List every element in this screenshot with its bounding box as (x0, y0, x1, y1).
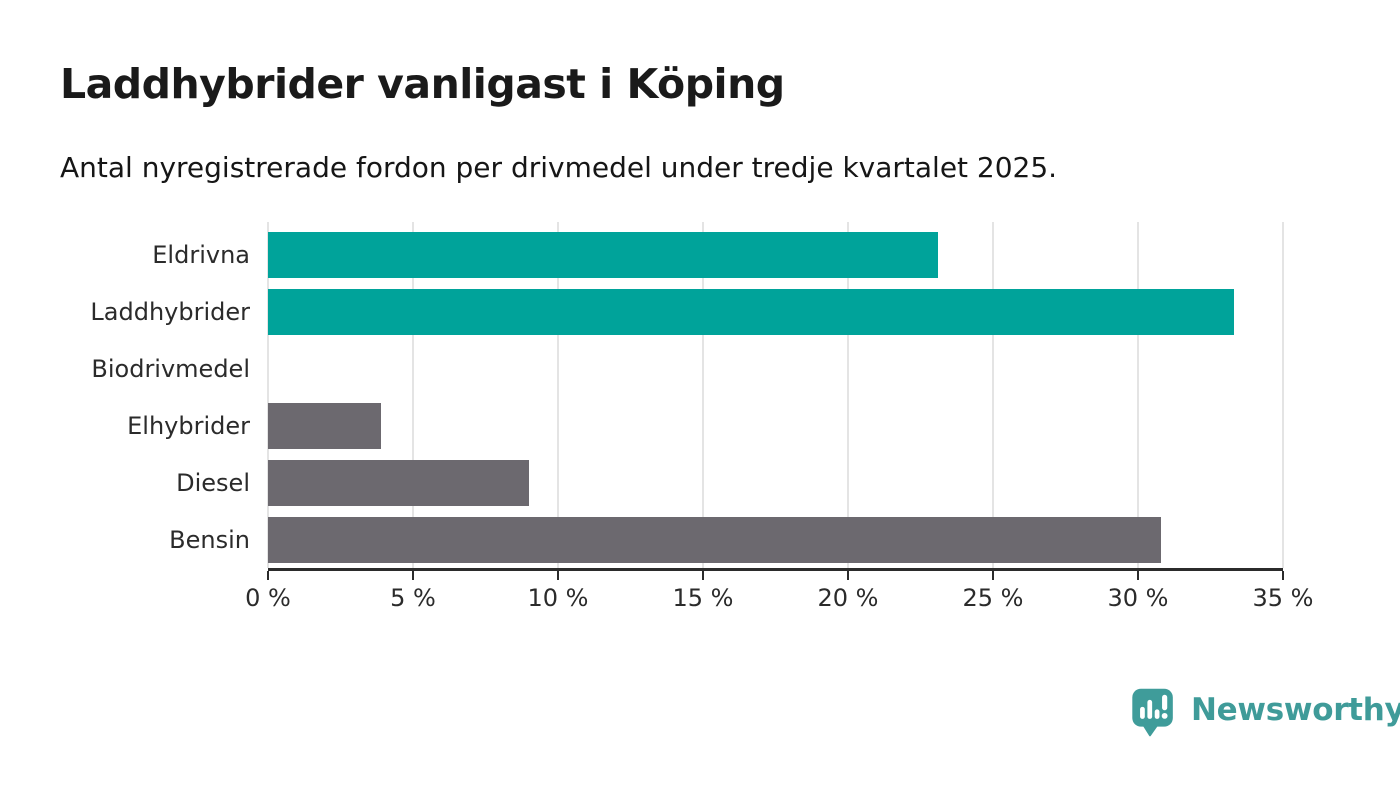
gridline (557, 222, 559, 568)
chart-title: Laddhybrider vanligast i Köping (60, 60, 785, 108)
gridline (847, 222, 849, 568)
axis-tick (411, 571, 415, 580)
x-axis: 0 % 5 % 10 % 15 % 20 % 25 % 30 % 35 % (245, 568, 1313, 618)
axis-tick (1136, 571, 1140, 580)
category-label-bensin: Bensin (169, 525, 250, 554)
gridline (1137, 222, 1139, 568)
axis-tick-label: 35 % (1252, 584, 1314, 612)
bar-bensin (268, 516, 1162, 563)
axis-tick (1281, 571, 1285, 580)
category-label-eldrivna: Eldrivna (152, 241, 250, 270)
gridline (1282, 222, 1284, 568)
axis-tick-label: 20 % (817, 584, 879, 612)
brand-footer: Newsworthy (1130, 687, 1400, 737)
axis-tick (556, 571, 560, 580)
plot-area (267, 222, 1284, 568)
category-label-elhybrider: Elhybrider (127, 411, 250, 440)
axis-tick (991, 571, 995, 580)
gridline (702, 222, 704, 568)
bar-laddhybrider (268, 289, 1234, 336)
axis-tick-label: 30 % (1107, 584, 1169, 612)
brand-name: Newsworthy (1191, 692, 1400, 728)
axis-tick (701, 571, 705, 580)
bar-eldrivna (268, 232, 938, 279)
axis-tick-label: 0 % (245, 584, 291, 612)
axis-tick (846, 571, 850, 580)
category-label-laddhybrider: Laddhybrider (90, 298, 250, 327)
axis-tick-label: 5 % (390, 584, 436, 612)
bar-elhybrider (268, 402, 382, 449)
axis-tick (266, 571, 270, 580)
chart-subtitle: Antal nyregistrerade fordon per drivmede… (60, 151, 1058, 184)
axis-tick-label: 10 % (527, 584, 589, 612)
gridline (412, 222, 414, 568)
axis-line (268, 568, 1283, 571)
category-label-diesel: Diesel (176, 468, 250, 497)
axis-tick-label: 25 % (962, 584, 1024, 612)
bar-diesel (268, 459, 529, 506)
gridline (992, 222, 994, 568)
gridline (267, 222, 269, 568)
axis-tick-label: 15 % (672, 584, 734, 612)
category-label-biodrivmedel: Biodrivmedel (91, 355, 250, 384)
newsworthy-logo-icon (1132, 688, 1173, 737)
